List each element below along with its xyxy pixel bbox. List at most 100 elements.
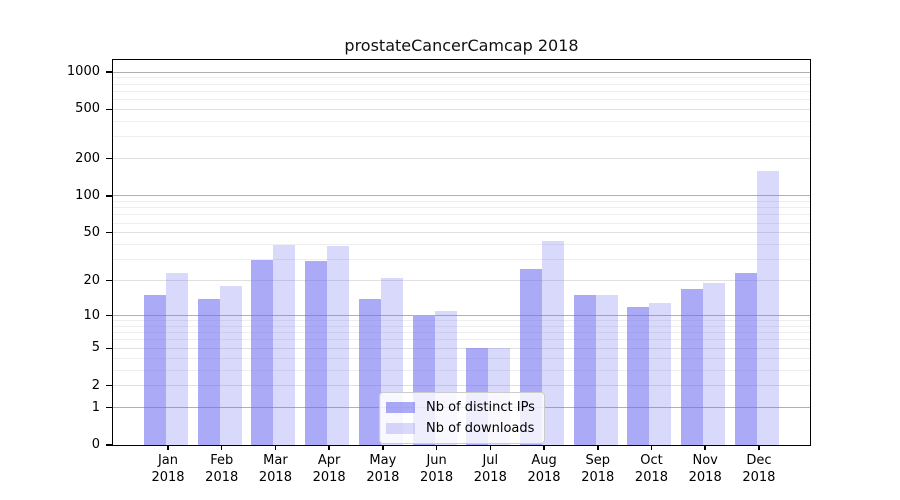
y-tick-mark-0	[106, 444, 112, 446]
y-tick-label-50: 50	[83, 224, 100, 240]
gridline-20	[113, 280, 810, 282]
y-tick-label-100: 100	[75, 187, 100, 203]
x-tick-mark-aug	[543, 445, 545, 450]
bar-oct-distinct-ips	[627, 306, 650, 445]
bar-nov-downloads	[703, 283, 726, 445]
x-tick-label-apr: Apr 2018	[312, 453, 346, 485]
y-tick-mark-500	[106, 108, 112, 111]
legend: Nb of distinct IPs Nb of downloads	[379, 392, 545, 444]
bar-sep-downloads	[595, 295, 618, 445]
x-tick-label-jun: Jun 2018	[420, 453, 454, 485]
gridline-70	[113, 214, 810, 216]
gridline-30	[113, 259, 810, 261]
x-tick-mark-jan	[167, 445, 169, 450]
gridline-6	[113, 339, 810, 341]
plot-area: Nb of distinct IPs Nb of downloads	[112, 59, 811, 446]
x-tick-label-feb: Feb 2018	[205, 453, 239, 485]
x-tick-label-may: May 2018	[366, 453, 400, 485]
x-tick-label-dec: Dec 2018	[742, 453, 776, 485]
gridline-400	[113, 120, 810, 122]
y-tick-mark-1	[106, 406, 112, 409]
bar-sep-distinct-ips	[573, 295, 596, 445]
gridline-40	[113, 244, 810, 246]
gridline-7	[113, 332, 810, 334]
x-tick-mark-apr	[328, 445, 330, 450]
y-tick-label-0: 0	[91, 437, 100, 452]
y-tick-mark-10	[106, 314, 112, 317]
bar-aug-downloads	[542, 240, 565, 445]
legend-swatch-downloads	[386, 423, 415, 434]
bar-apr-distinct-ips	[305, 261, 328, 445]
bar-dec-distinct-ips	[734, 273, 757, 445]
bar-feb-distinct-ips	[197, 298, 220, 445]
legend-label-distinct-ips: Nb of distinct IPs	[426, 400, 535, 415]
x-tick-label-jul: Jul 2018	[473, 453, 507, 485]
gridline-3	[113, 369, 810, 371]
x-tick-mark-mar	[274, 445, 277, 450]
y-tick-mark-20	[106, 279, 112, 282]
x-tick-mark-oct	[650, 445, 653, 450]
gridline-9	[113, 320, 810, 322]
x-tick-label-mar: Mar 2018	[258, 453, 292, 485]
gridline-1000	[113, 71, 810, 73]
y-tick-mark-50	[106, 231, 112, 234]
x-tick-label-sep: Sep 2018	[581, 453, 615, 485]
y-tick-mark-5	[106, 347, 112, 350]
bar-may-distinct-ips	[358, 298, 381, 445]
gridline-900	[113, 77, 810, 79]
x-tick-mark-dec	[758, 445, 760, 450]
gridline-50	[113, 232, 810, 234]
gridline-90	[113, 200, 810, 202]
y-tick-mark-1000	[106, 71, 112, 73]
x-tick-mark-sep	[597, 445, 599, 450]
gridline-100	[113, 195, 810, 197]
gridline-600	[113, 99, 810, 101]
y-tick-label-2: 2	[91, 377, 100, 393]
x-tick-label-oct: Oct 2018	[634, 453, 669, 485]
legend-item-distinct-ips: Nb of distinct IPs	[386, 398, 535, 417]
bar-mar-downloads	[273, 244, 296, 445]
x-tick-label-nov: Nov 2018	[688, 453, 722, 485]
bar-jan-distinct-ips	[144, 295, 166, 445]
gridline-300	[113, 136, 810, 138]
bar-oct-downloads	[649, 302, 672, 445]
legend-item-downloads: Nb of downloads	[386, 419, 535, 438]
y-tick-mark-100	[106, 195, 112, 197]
y-tick-mark-2	[106, 384, 112, 387]
y-tick-label-20: 20	[83, 272, 100, 288]
x-tick-mark-jul	[489, 445, 492, 450]
chart-title: prostateCancerCamcap 2018	[344, 36, 579, 55]
gridline-700	[113, 90, 810, 92]
bar-apr-downloads	[327, 245, 350, 445]
y-tick-mark-200	[106, 157, 112, 160]
gridline-500	[113, 108, 810, 110]
gridline-80	[113, 207, 810, 209]
x-tick-mark-nov	[704, 445, 706, 450]
y-tick-label-500: 500	[75, 101, 100, 117]
gridline-60	[113, 222, 810, 224]
bar-jan-downloads	[166, 273, 188, 445]
x-tick-mark-jun	[435, 445, 438, 450]
gridline-2	[113, 385, 810, 387]
bar-mar-distinct-ips	[251, 259, 274, 445]
x-tick-mark-feb	[220, 445, 223, 450]
y-tick-label-1000: 1000	[66, 64, 100, 80]
x-tick-label-aug: Aug 2018	[527, 453, 561, 485]
y-tick-label-200: 200	[75, 150, 100, 166]
gridline-10	[113, 315, 810, 317]
bar-nov-distinct-ips	[681, 288, 704, 445]
bar-dec-downloads	[756, 170, 779, 445]
x-tick-label-jan: Jan 2018	[151, 453, 185, 485]
gridline-5	[113, 347, 810, 349]
gridline-200	[113, 158, 810, 160]
y-tick-label-10: 10	[83, 307, 100, 323]
gridline-8	[113, 325, 810, 327]
gridline-800	[113, 83, 810, 85]
y-tick-label-5: 5	[91, 340, 100, 356]
legend-label-downloads: Nb of downloads	[426, 421, 535, 436]
gridline-4	[113, 357, 810, 359]
y-tick-label-1: 1	[91, 399, 100, 415]
legend-swatch-distinct-ips	[386, 402, 415, 413]
x-tick-mark-may	[382, 445, 384, 450]
